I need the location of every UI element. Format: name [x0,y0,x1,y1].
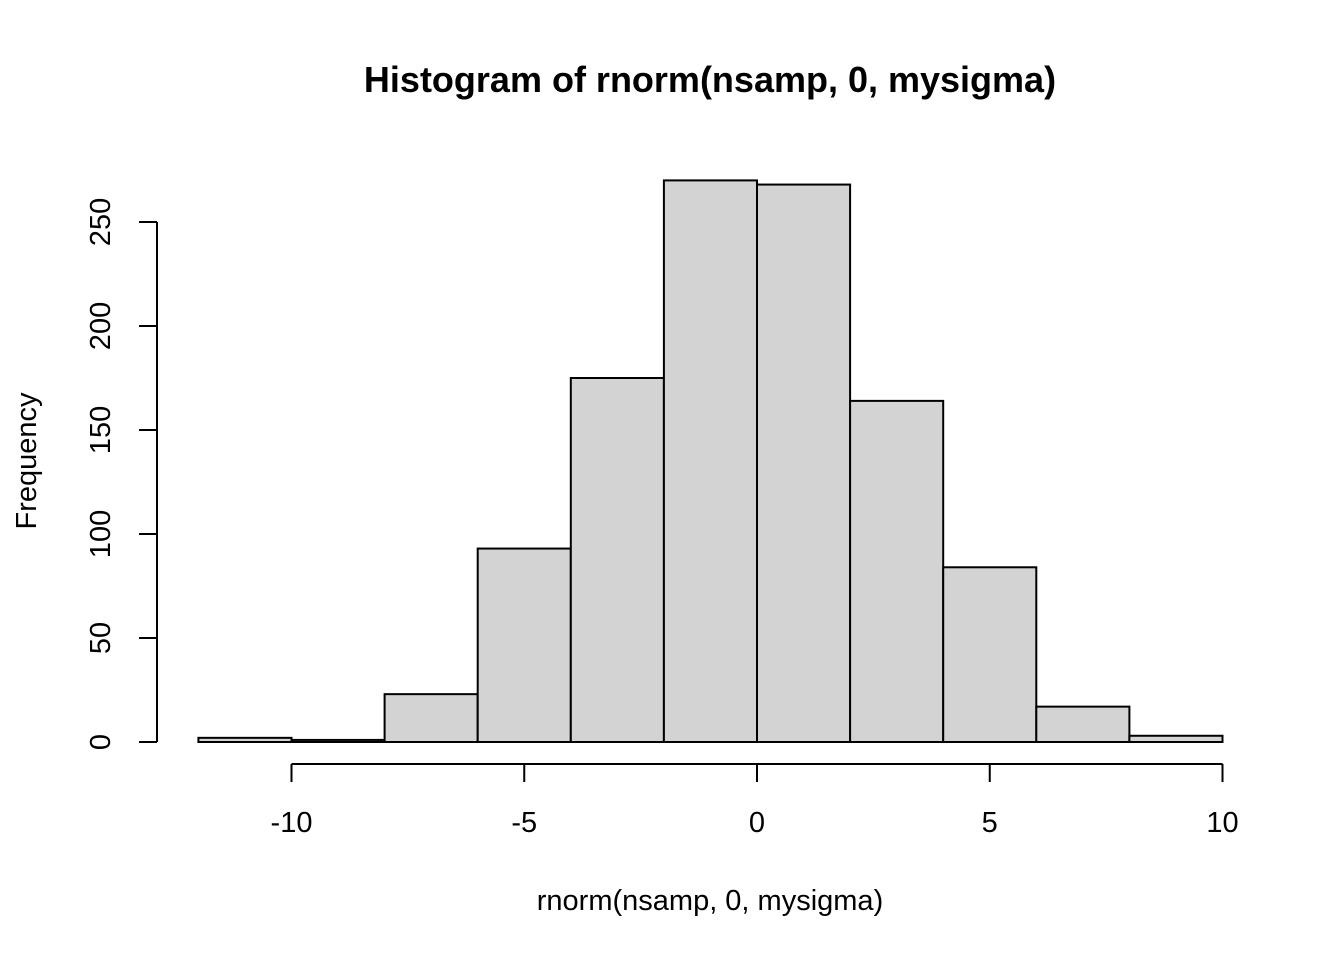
y-tick-label: 200 [85,302,117,350]
x-tick-label: 5 [982,807,998,839]
y-axis-label: Frequency [11,392,43,530]
histogram-bar [1035,705,1131,744]
x-tick-label: 0 [749,807,765,839]
histogram-bar [569,377,665,743]
histogram-bar [756,183,852,743]
y-tick-label: 0 [85,734,117,750]
histogram-bar [849,399,945,743]
x-axis: -10 -5 0 5 10 [271,763,1239,839]
y-tick-label: 100 [85,510,117,558]
x-tick-label: -10 [271,807,313,839]
histogram-bar [383,693,479,743]
x-tick-label: 10 [1206,807,1238,839]
y-axis: 0 50 100 150 200 250 [85,198,158,750]
y-tick-label: 150 [85,406,117,454]
histogram-bar [942,566,1038,744]
x-tick-label: -5 [511,807,537,839]
histogram-bar [290,738,386,743]
histogram-bar [476,547,572,743]
y-tick-label: 50 [85,622,117,654]
x-axis-label: rnorm(nsamp, 0, mysigma) [537,885,883,917]
chart-title: Histogram of rnorm(nsamp, 0, mysigma) [364,59,1056,100]
histogram-bar [197,736,293,744]
bars-group [197,179,1224,744]
histogram-bar [1128,734,1224,744]
histogram-bar [662,179,759,743]
y-tick-label: 250 [85,198,117,246]
